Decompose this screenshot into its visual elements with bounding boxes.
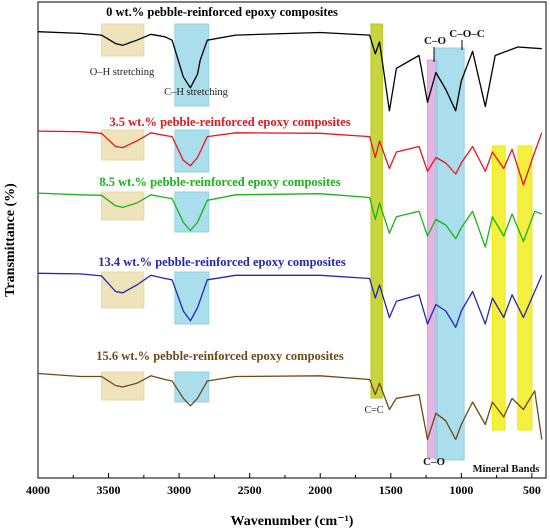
series-line-3 (37, 272, 543, 328)
annotation-co-top: C–O (424, 35, 446, 47)
series-line-2 (37, 192, 543, 248)
band-1-1 (174, 129, 210, 173)
x-tick-label-3500: 3500 (97, 483, 121, 497)
x-tick-label-500: 500 (523, 483, 541, 497)
x-tick-label-1500: 1500 (379, 483, 403, 497)
series-label-1: 3.5 wt.% pebble-reinforced epoxy composi… (109, 115, 350, 129)
band-1-3 (174, 271, 210, 325)
series-labels: 0 wt.% pebble-reinforced epoxy composite… (96, 5, 350, 363)
x-tick-label-3000: 3000 (167, 483, 191, 497)
band-5-0 (491, 145, 506, 431)
y-axis-label: Transmittance (%) (3, 183, 18, 297)
highlight-bands (101, 23, 533, 461)
band-4-0 (434, 47, 465, 461)
annotation-mineral: Mineral Bands (473, 464, 540, 475)
series-line-0 (37, 31, 542, 112)
band-1-4 (174, 371, 210, 403)
series-line-1 (37, 130, 543, 186)
band-0-4 (101, 371, 145, 401)
x-tick-label-1000: 1000 (449, 483, 473, 497)
band-0-1 (101, 129, 145, 161)
series-line-4 (37, 372, 543, 441)
x-tick-label-2000: 2000 (308, 483, 332, 497)
annotation-ch: C–H stretching (164, 87, 229, 98)
band-0-2 (101, 191, 145, 221)
annotation-coc: C–O–C (449, 28, 485, 40)
plot-frame (37, 1, 547, 479)
x-tick-label-2500: 2500 (238, 483, 262, 497)
x-tick-label-4000: 4000 (26, 483, 50, 497)
series-label-4: 15.6 wt.% pebble-reinforced epoxy compos… (96, 349, 344, 363)
spectra-lines (37, 31, 543, 441)
x-axis-label: Wavenumber (cm⁻¹) (231, 514, 354, 529)
annotations: O–H stretching C–H stretching C=C C–O C–… (90, 28, 540, 475)
annotation-lines (433, 40, 463, 62)
annotation-oh: O–H stretching (90, 67, 155, 78)
annotation-cc: C=C (365, 405, 384, 416)
annotation-co-bottom: C–O (423, 456, 445, 468)
series-label-0: 0 wt.% pebble-reinforced epoxy composite… (106, 5, 338, 19)
band-1-0 (174, 23, 210, 107)
series-label-2: 8.5 wt.% pebble-reinforced epoxy composi… (99, 175, 340, 189)
band-0-3 (101, 271, 145, 309)
band-1-2 (174, 191, 210, 233)
series-label-3: 13.4 wt.% pebble-reinforced epoxy compos… (98, 255, 346, 269)
band-6-0 (517, 145, 533, 431)
x-axis-ticks: 4000 3500 3000 2500 2000 1500 1000 500 (26, 473, 541, 497)
